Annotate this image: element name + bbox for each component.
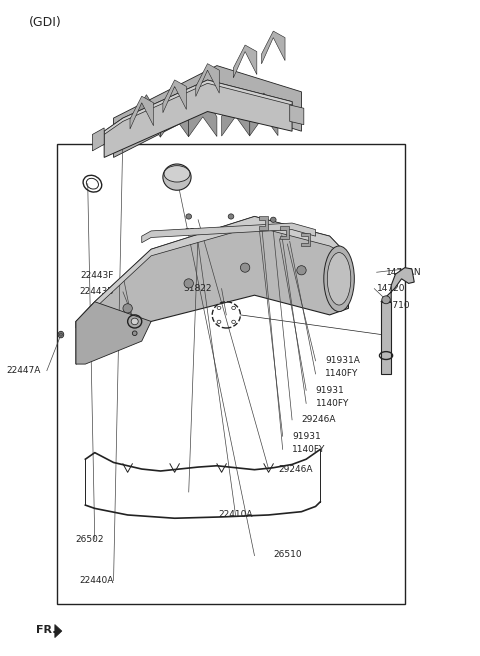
- Text: 26710: 26710: [381, 300, 410, 310]
- Ellipse shape: [297, 266, 306, 275]
- Ellipse shape: [132, 331, 137, 335]
- Polygon shape: [189, 94, 217, 136]
- Text: (GDI): (GDI): [29, 16, 62, 30]
- Polygon shape: [259, 216, 268, 230]
- Ellipse shape: [163, 164, 191, 190]
- Polygon shape: [301, 233, 310, 246]
- Polygon shape: [104, 80, 292, 157]
- Ellipse shape: [382, 296, 390, 304]
- Ellipse shape: [186, 214, 192, 219]
- Text: 22440A: 22440A: [79, 576, 114, 585]
- Polygon shape: [132, 94, 160, 137]
- Ellipse shape: [60, 333, 62, 337]
- Polygon shape: [104, 80, 292, 134]
- Text: 26502: 26502: [76, 535, 104, 544]
- Text: 1472AN: 1472AN: [386, 268, 421, 277]
- Polygon shape: [280, 226, 289, 239]
- Polygon shape: [262, 31, 285, 64]
- Polygon shape: [130, 96, 154, 129]
- Polygon shape: [381, 268, 414, 302]
- Polygon shape: [55, 625, 62, 638]
- Text: 22410A: 22410A: [218, 510, 253, 520]
- Text: 14720: 14720: [377, 284, 405, 293]
- Text: 1140FY: 1140FY: [315, 399, 349, 408]
- Text: 91931A: 91931A: [325, 356, 360, 365]
- Polygon shape: [76, 216, 348, 328]
- Polygon shape: [114, 66, 301, 157]
- Text: 29246A: 29246A: [278, 464, 312, 474]
- Polygon shape: [250, 93, 278, 136]
- Text: 26510: 26510: [273, 550, 302, 559]
- Text: 31822: 31822: [184, 284, 212, 293]
- Ellipse shape: [58, 331, 64, 338]
- Text: 22443B: 22443B: [79, 287, 114, 297]
- Text: 22447A: 22447A: [6, 366, 41, 375]
- Polygon shape: [163, 80, 186, 113]
- Text: FR.: FR.: [36, 625, 57, 635]
- Text: 1140FY: 1140FY: [292, 445, 325, 454]
- Ellipse shape: [324, 246, 354, 312]
- Ellipse shape: [164, 166, 190, 182]
- Bar: [57, 144, 405, 604]
- Polygon shape: [196, 64, 219, 96]
- Ellipse shape: [240, 263, 250, 272]
- Polygon shape: [160, 94, 189, 137]
- Ellipse shape: [327, 253, 351, 305]
- Ellipse shape: [270, 217, 276, 222]
- Text: 91931: 91931: [292, 432, 321, 441]
- Text: 29246A: 29246A: [301, 415, 336, 424]
- Polygon shape: [381, 302, 391, 374]
- Ellipse shape: [184, 279, 193, 288]
- Polygon shape: [222, 93, 250, 136]
- Polygon shape: [142, 223, 315, 243]
- Ellipse shape: [131, 318, 138, 325]
- Polygon shape: [76, 302, 151, 364]
- Text: 22443F: 22443F: [80, 271, 114, 280]
- Text: 1140FY: 1140FY: [325, 369, 359, 379]
- Ellipse shape: [123, 304, 132, 313]
- Ellipse shape: [228, 214, 234, 219]
- Text: 22441: 22441: [184, 228, 212, 237]
- Text: 91931: 91931: [315, 386, 344, 395]
- Polygon shape: [76, 216, 348, 364]
- Polygon shape: [93, 128, 104, 151]
- Polygon shape: [233, 45, 257, 78]
- Polygon shape: [290, 105, 304, 125]
